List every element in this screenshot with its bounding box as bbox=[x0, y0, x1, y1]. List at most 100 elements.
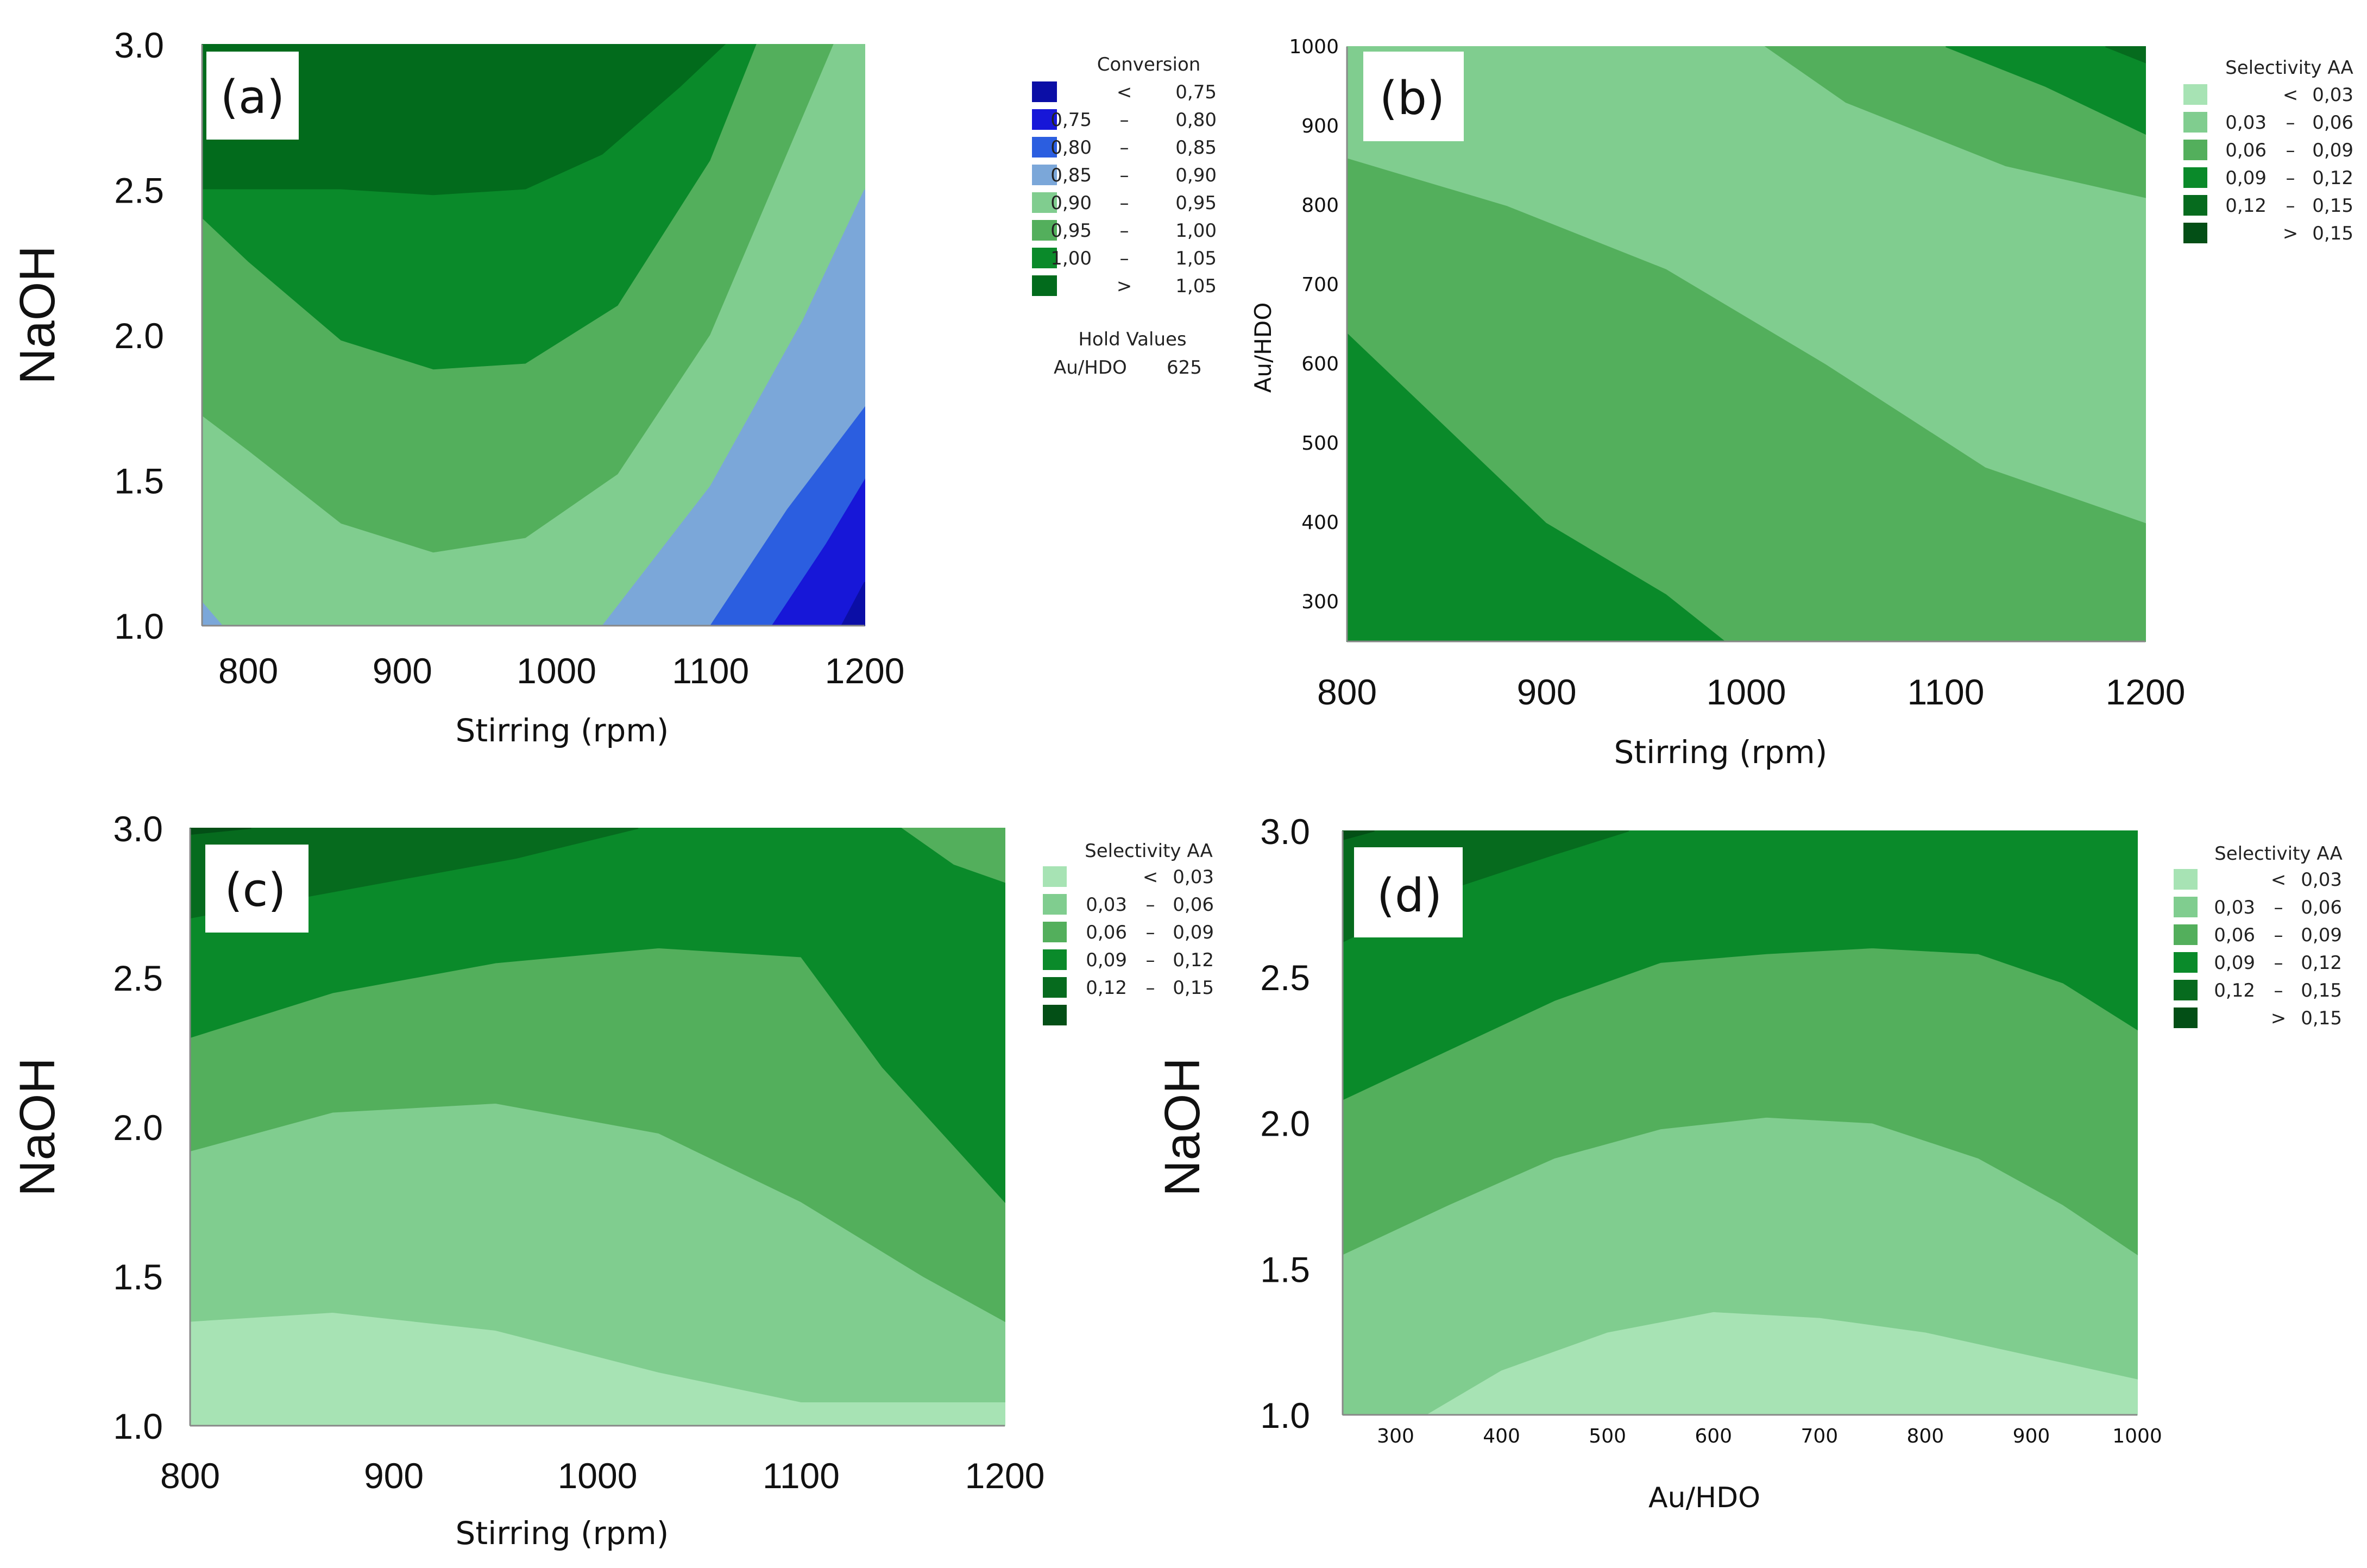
panel-c-legend-swatch bbox=[1043, 949, 1067, 970]
panel-c-y-tick-label: 3.0 bbox=[113, 809, 163, 849]
panel-b-contour-region bbox=[1346, 46, 2146, 524]
panel-b-legend-low: 0,09 bbox=[2225, 167, 2267, 189]
panel-a-legend-high: 0,95 bbox=[1175, 192, 1217, 214]
panel-c-y-tick-label: 1.0 bbox=[113, 1406, 163, 1446]
panel-a-legend-low: 0,85 bbox=[1050, 165, 1092, 186]
panel-d-legend-swatch bbox=[2174, 897, 2198, 917]
panel-a-legend-swatch bbox=[1032, 165, 1057, 185]
panel-d-legend-sep: – bbox=[2274, 897, 2283, 918]
panel-b-x-tick-label: 800 bbox=[1317, 672, 1377, 712]
panel-b-legend-high: 0,12 bbox=[2312, 167, 2353, 189]
panel-d-legend-low: 0,09 bbox=[2214, 952, 2255, 974]
panel-b-y-tick-label: 300 bbox=[1301, 591, 1339, 613]
panel-d-label-box bbox=[1354, 847, 1463, 937]
panel-d-legend-swatch bbox=[2174, 1007, 2198, 1028]
panel-a-hold-name: Au/HDO bbox=[1054, 357, 1127, 379]
panel-b-legend-high: 0,03 bbox=[2312, 84, 2353, 106]
panel-d-x-tick-label: 500 bbox=[1589, 1425, 1626, 1447]
panel-b-x-axis-label: Stirring (rpm) bbox=[1614, 734, 1828, 771]
panel-a-legend-sep: < bbox=[1117, 81, 1132, 103]
panel-a-legend-swatch bbox=[1032, 220, 1057, 241]
panel-a-hold-value: 625 bbox=[1167, 357, 1202, 379]
panel-a-legend-high: 0,90 bbox=[1175, 165, 1217, 186]
panel-d-x-tick-label: 800 bbox=[1907, 1425, 1944, 1447]
panel-c-x-tick-label: 800 bbox=[160, 1456, 220, 1496]
panel-a-legend-swatch bbox=[1032, 81, 1057, 102]
panel-d-legend-high: 0,06 bbox=[2301, 897, 2342, 918]
panel-b-contour-region bbox=[1946, 46, 2146, 135]
panel-b-legend-sep: – bbox=[2286, 140, 2295, 161]
panel-b-legend-sep: < bbox=[2283, 84, 2299, 106]
panel-d-legend-entries: <0,030,03–0,060,06–0,090,09–0,120,12–0,1… bbox=[2174, 869, 2342, 1029]
panel-c-legend-sep: – bbox=[1146, 894, 1155, 916]
panel-a-x-tick-label: 1100 bbox=[672, 651, 749, 691]
panel-b-legend-high: 0,06 bbox=[2312, 112, 2353, 134]
panel-d-legend-high: 0,12 bbox=[2301, 952, 2342, 974]
panel-a-x-tick-label: 800 bbox=[218, 651, 278, 691]
panel-c-label: (c) bbox=[224, 864, 286, 917]
panel-d-x-tick-label: 700 bbox=[1801, 1425, 1838, 1447]
panel-b-x-tick-label: 1000 bbox=[1707, 672, 1786, 712]
panel-b-y-tick-label: 900 bbox=[1301, 115, 1339, 137]
panel-d-y-tick-label: 2.5 bbox=[1260, 958, 1310, 998]
panel-a-legend-sep: – bbox=[1120, 192, 1129, 214]
panel-b-regions bbox=[1346, 46, 2146, 643]
panel-d-legend-swatch bbox=[2174, 924, 2198, 945]
panel-c-x-tick-label: 1100 bbox=[763, 1456, 840, 1496]
panel-d-y-tick-label: 1.0 bbox=[1260, 1395, 1310, 1435]
panel-a-legend-sep: – bbox=[1120, 248, 1129, 269]
panel-a-legend-high: 1,05 bbox=[1175, 248, 1217, 269]
panel-d-y-tick-label: 3.0 bbox=[1260, 811, 1310, 852]
panel-a-label-box bbox=[206, 52, 299, 140]
panel-a-y-tick-label: 3.0 bbox=[114, 25, 164, 65]
panel-b-legend-low: 0,03 bbox=[2225, 112, 2267, 134]
panel-b-legend-title: Selectivity AA bbox=[2225, 57, 2353, 79]
panel-a-legend-high: 0,80 bbox=[1175, 109, 1217, 131]
panel-b-y-tick-label: 700 bbox=[1301, 274, 1339, 296]
panel-a-legend-low: 0,80 bbox=[1050, 137, 1092, 159]
panel-c-legend-sep: – bbox=[1146, 977, 1155, 999]
panel-b-y-tick-label: 1000 bbox=[1289, 36, 1339, 58]
panel-b-legend-swatch bbox=[2183, 167, 2207, 188]
panel-b-y-tick-label: 500 bbox=[1301, 432, 1339, 455]
panel-c-legend-swatch bbox=[1043, 894, 1067, 915]
panel-a-y-axis-label: NaOH bbox=[10, 245, 65, 385]
panel-c-regions bbox=[189, 828, 1005, 1427]
panel-a-x-tick-label: 1200 bbox=[825, 651, 905, 691]
panel-d-legend-low: 0,12 bbox=[2214, 980, 2255, 1002]
panel-b-label: (b) bbox=[1380, 72, 1445, 125]
panel-d-legend-sep: > bbox=[2271, 1007, 2287, 1029]
panel-b-legend-sep: – bbox=[2286, 112, 2295, 134]
panel-a-legend-low: 0,75 bbox=[1050, 109, 1092, 131]
panel-d-legend-high: 0,15 bbox=[2301, 980, 2342, 1002]
panel-a-legend-high: 1,05 bbox=[1175, 275, 1217, 297]
panel-a-y-tick-label: 1.5 bbox=[114, 461, 164, 501]
panel-c-x-tick-label: 1200 bbox=[965, 1456, 1045, 1496]
panel-d-legend-low: 0,03 bbox=[2214, 897, 2255, 918]
panel-c-legend-low: 0,06 bbox=[1086, 922, 1127, 943]
panel-b-y-axis-label: Au/HDO bbox=[1250, 303, 1276, 393]
panel-d-legend-sep: – bbox=[2274, 952, 2283, 974]
panel-b-ticks: 800 900 1000 1100 1200 300 400 500 600 700 800 900 1… bbox=[1289, 36, 2185, 712]
panel-c: 800 900 1000 1100 1200 1.0 1.5 2.0 2.5 3.0 (c) St… bbox=[10, 809, 1214, 1552]
panel-b-x-tick-label: 1200 bbox=[2106, 672, 2186, 712]
panel-b-x-tick-label: 900 bbox=[1516, 672, 1576, 712]
panel-a-legend-sep: – bbox=[1120, 165, 1129, 186]
panel-a-legend-sep: – bbox=[1120, 220, 1129, 242]
panel-d-legend-sep: < bbox=[2271, 869, 2287, 891]
panel-a-y-tick-label: 2.5 bbox=[114, 171, 164, 211]
panel-a-legend-swatch bbox=[1032, 137, 1057, 158]
panel-b-legend-high: 0,15 bbox=[2312, 223, 2353, 244]
panel-d-x-tick-label: 400 bbox=[1483, 1425, 1520, 1447]
panel-c-label-box bbox=[205, 845, 309, 933]
panel-b-legend-swatch bbox=[2183, 84, 2207, 105]
panel-a-regions bbox=[201, 44, 865, 627]
panel-d-legend-sep: – bbox=[2274, 924, 2283, 946]
panel-b-legend-sep: – bbox=[2286, 195, 2295, 217]
panel-c-legend-sep: – bbox=[1146, 922, 1155, 943]
panel-a-legend-swatch bbox=[1032, 192, 1057, 213]
panel-a-legend-swatch bbox=[1032, 248, 1057, 268]
panel-b-legend-low: 0,12 bbox=[2225, 195, 2267, 217]
panel-b: 800 900 1000 1100 1200 300 400 500 600 700 800 900 1… bbox=[1250, 36, 2353, 771]
